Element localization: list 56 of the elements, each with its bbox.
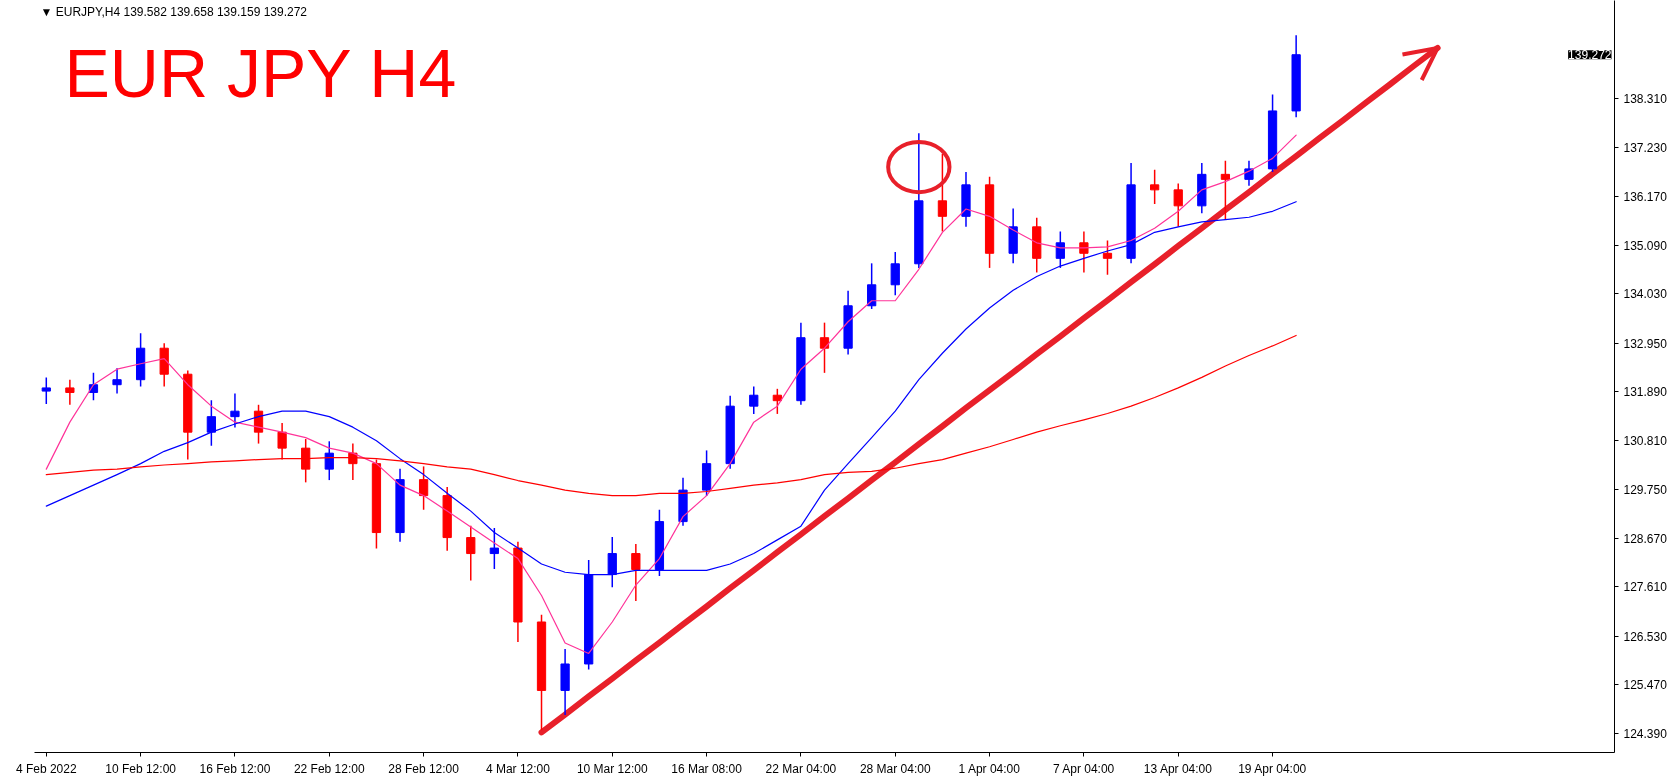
candlestick (867, 262, 877, 310)
x-tick-label: 13 Apr 04:00 (1143, 761, 1213, 776)
candlestick (631, 543, 641, 602)
x-tick-label: 19 Apr 04:00 (1238, 761, 1307, 776)
x-tick-label: 4 Mar 12:00 (485, 761, 551, 776)
x-tick-label: 10 Feb 12:00 (105, 761, 177, 776)
y-tick-label: 125.470 (1623, 678, 1668, 693)
candlestick (324, 440, 334, 481)
x-tick-label: 28 Feb 12:00 (388, 761, 460, 776)
candlestick (112, 367, 122, 395)
y-tick-label: 135.090 (1623, 239, 1668, 254)
y-tick-label: 131.890 (1623, 385, 1668, 400)
x-tick-label: 1 Apr 04:00 (958, 761, 1021, 776)
candlestick (1173, 182, 1183, 228)
x-tick-label: 16 Feb 12:00 (199, 761, 271, 776)
y-tick-label: 124.390 (1623, 727, 1668, 742)
candlestick (418, 465, 429, 511)
candlestick (41, 376, 51, 405)
candlestick (1150, 169, 1160, 205)
y-tick-label: 138.310 (1623, 92, 1668, 107)
annotation: 139.272 (1568, 48, 1612, 63)
x-tick-label: 4 Feb 2022 (15, 761, 77, 776)
text: EUR JPY H4 (64, 34, 457, 111)
annotation: ▼ EURJPY,H4 139.582 139.658 139.159 139.272 (40, 4, 308, 19)
candlestick (230, 392, 240, 429)
x-tick-label: 22 Mar 04:00 (765, 761, 837, 776)
y-tick-label: 129.750 (1623, 482, 1668, 497)
x-tick-label: 7 Apr 04:00 (1052, 761, 1115, 776)
candlestick (1079, 230, 1089, 274)
y-tick-label: 136.170 (1623, 189, 1668, 204)
candlestick (206, 399, 216, 447)
x-tick-label: 16 Mar 08:00 (671, 761, 743, 776)
candlestick (301, 438, 311, 484)
y-tick-label: 132.950 (1623, 336, 1668, 351)
candlestick (1102, 239, 1113, 276)
candlestick (1244, 159, 1254, 187)
y-tick-label: 130.810 (1623, 434, 1668, 449)
candlestick (1220, 159, 1231, 221)
x-tick-label: 28 Mar 04:00 (859, 761, 931, 776)
candlestick (937, 153, 948, 233)
line-series (45, 134, 1297, 655)
candlestick (749, 385, 759, 415)
candlestick (819, 321, 830, 374)
candlestick (890, 251, 900, 297)
y-tick-label: 127.610 (1623, 580, 1668, 595)
candlestick (65, 378, 75, 406)
candlestick (277, 422, 287, 461)
x-tick-label: 22 Feb 12:00 (293, 761, 365, 776)
candlestick (1055, 230, 1065, 269)
candlestick (466, 524, 476, 582)
y-tick-label: 126.530 (1623, 629, 1668, 644)
candlestick (489, 527, 499, 570)
x-tick-label: 10 Mar 12:00 (576, 761, 648, 776)
y-tick-label: 128.670 (1623, 531, 1668, 546)
y-tick-label: 137.230 (1623, 141, 1668, 156)
y-tick-label: 134.030 (1623, 287, 1668, 302)
